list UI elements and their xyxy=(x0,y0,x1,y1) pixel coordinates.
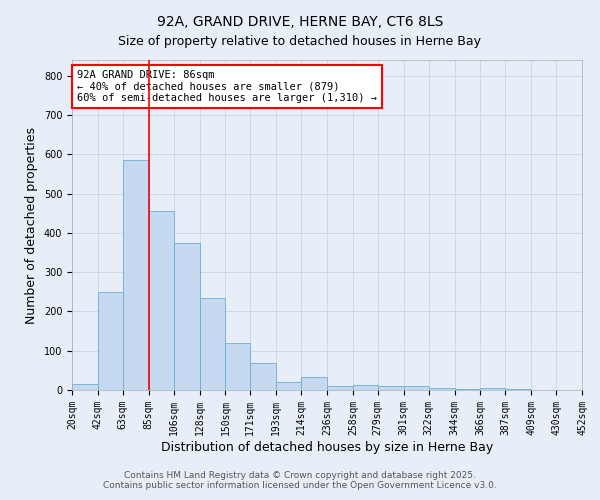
Bar xyxy=(98,292,123,390)
Bar xyxy=(404,386,428,390)
Bar xyxy=(301,378,327,390)
Bar xyxy=(481,388,505,390)
Text: Contains HM Land Registry data © Crown copyright and database right 2025.
Contai: Contains HM Land Registry data © Crown c… xyxy=(103,470,497,490)
Bar xyxy=(378,386,404,390)
Bar xyxy=(173,242,199,390)
Bar xyxy=(455,389,481,390)
Bar xyxy=(149,211,173,390)
Text: Size of property relative to detached houses in Herne Bay: Size of property relative to detached ho… xyxy=(119,35,482,48)
Bar xyxy=(123,160,149,390)
Bar xyxy=(327,386,353,390)
Bar xyxy=(353,385,378,390)
Bar xyxy=(199,298,226,390)
Bar xyxy=(428,388,455,390)
Text: 92A, GRAND DRIVE, HERNE BAY, CT6 8LS: 92A, GRAND DRIVE, HERNE BAY, CT6 8LS xyxy=(157,15,443,29)
Bar xyxy=(250,364,276,390)
Bar xyxy=(72,384,98,390)
Y-axis label: Number of detached properties: Number of detached properties xyxy=(25,126,38,324)
Text: 92A GRAND DRIVE: 86sqm
← 40% of detached houses are smaller (879)
60% of semi-de: 92A GRAND DRIVE: 86sqm ← 40% of detached… xyxy=(77,70,377,103)
Bar xyxy=(276,382,301,390)
X-axis label: Distribution of detached houses by size in Herne Bay: Distribution of detached houses by size … xyxy=(161,440,493,454)
Bar xyxy=(505,389,531,390)
Bar xyxy=(226,343,250,390)
